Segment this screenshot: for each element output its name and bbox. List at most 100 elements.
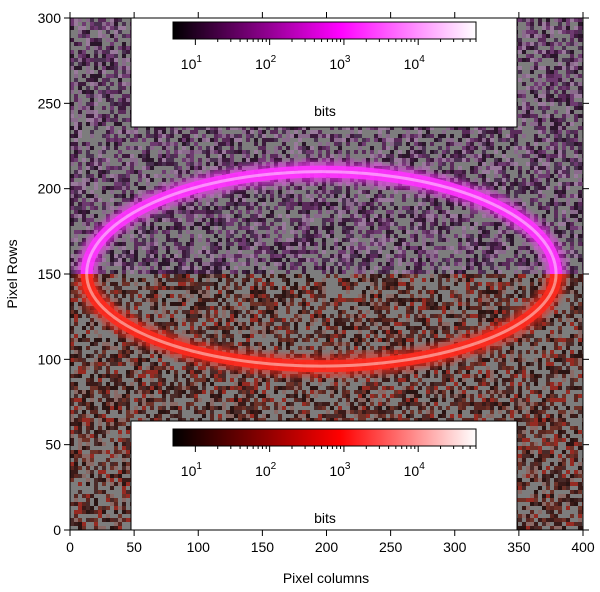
heatmap-cell (142, 158, 146, 162)
heatmap-cell (522, 186, 526, 190)
heatmap-cell (566, 42, 570, 46)
heatmap-cell (514, 262, 518, 266)
heatmap-cell (578, 86, 582, 90)
heatmap-cell (306, 218, 310, 222)
heatmap-cell (510, 130, 514, 134)
heatmap-cell (90, 98, 94, 102)
heatmap-cell (230, 234, 234, 238)
heatmap-cell (238, 214, 242, 218)
heatmap-cell (574, 18, 578, 22)
heatmap-cell (418, 126, 422, 130)
heatmap-cell (122, 130, 126, 134)
heatmap-cell (202, 150, 206, 154)
heatmap-cell (290, 222, 294, 226)
heatmap-cell (266, 226, 270, 230)
heatmap-cell (318, 266, 322, 270)
heatmap-cell (450, 214, 454, 218)
heatmap-cell (306, 190, 310, 194)
heatmap-cell (166, 150, 170, 154)
heatmap-cell (506, 162, 510, 166)
heatmap-cell (174, 210, 178, 214)
heatmap-cell (78, 30, 82, 34)
heatmap-cell (386, 186, 390, 190)
heatmap-cell (166, 238, 170, 242)
heatmap-cell (190, 174, 194, 178)
heatmap-cell (114, 30, 118, 34)
heatmap-cell (374, 266, 378, 270)
heatmap-cell (326, 218, 330, 222)
heatmap-cell (378, 130, 382, 134)
heatmap-cell (246, 238, 250, 242)
heatmap-cell (362, 234, 366, 238)
heatmap-cell (82, 222, 86, 226)
heatmap-cell (418, 218, 422, 222)
heatmap-cell (118, 74, 122, 78)
heatmap-cell (570, 222, 574, 226)
heatmap-cell (466, 258, 470, 262)
heatmap-cell (450, 246, 454, 250)
heatmap-cell (90, 82, 94, 86)
heatmap-cell (566, 134, 570, 138)
heatmap-cell (142, 154, 146, 158)
heatmap-cell (506, 158, 510, 162)
heatmap-cell (266, 214, 270, 218)
heatmap-cell (542, 154, 546, 158)
heatmap-cell (526, 18, 530, 22)
heatmap-cell (74, 78, 78, 82)
heatmap-cell (278, 238, 282, 242)
heatmap-cell (434, 250, 438, 254)
heatmap-cell (238, 142, 242, 146)
heatmap-cell (578, 182, 582, 186)
heatmap-cell (514, 162, 518, 166)
heatmap-cell (266, 190, 270, 194)
heatmap-cell (482, 250, 486, 254)
heatmap-cell (118, 174, 122, 178)
heatmap-cell (418, 134, 422, 138)
heatmap-cell (446, 126, 450, 130)
heatmap-cell (102, 90, 106, 94)
heatmap-cell (74, 218, 78, 222)
heatmap-cell (578, 226, 582, 230)
heatmap-cell (522, 154, 526, 158)
heatmap-cell (554, 66, 558, 70)
heatmap-cell (574, 34, 578, 38)
heatmap-cell (210, 246, 214, 250)
heatmap-cell (366, 254, 370, 258)
heatmap-cell (574, 74, 578, 78)
heatmap-cell (126, 130, 130, 134)
heatmap-cell (122, 182, 126, 186)
heatmap-cell (578, 210, 582, 214)
heatmap-cell (558, 230, 562, 234)
heatmap-cell (150, 230, 154, 234)
heatmap-cell (542, 94, 546, 98)
heatmap-cell (506, 226, 510, 230)
heatmap-cell (534, 98, 538, 102)
heatmap-cell (86, 94, 90, 98)
heatmap-cell (110, 66, 114, 70)
heatmap-cell (518, 186, 522, 190)
heatmap-cell (362, 138, 366, 142)
heatmap-cell (522, 42, 526, 46)
heatmap-cell (566, 226, 570, 230)
heatmap-cell (302, 134, 306, 138)
heatmap-cell (566, 94, 570, 98)
heatmap-cell (518, 58, 522, 62)
heatmap-cell (558, 190, 562, 194)
heatmap-cell (290, 254, 294, 258)
heatmap-cell (542, 42, 546, 46)
heatmap-cell (90, 174, 94, 178)
heatmap-cell (506, 134, 510, 138)
heatmap-cell (418, 130, 422, 134)
heatmap-cell (298, 262, 302, 266)
heatmap-cell (402, 254, 406, 258)
heatmap-cell (366, 262, 370, 266)
heatmap-cell (562, 38, 566, 42)
heatmap-cell (122, 178, 126, 182)
heatmap-cell (346, 138, 350, 142)
heatmap-cell (562, 46, 566, 50)
heatmap-cell (502, 178, 506, 182)
heatmap-cell (578, 258, 582, 262)
heatmap-cell (522, 246, 526, 250)
heatmap-cell (218, 194, 222, 198)
heatmap-cell (78, 126, 82, 130)
